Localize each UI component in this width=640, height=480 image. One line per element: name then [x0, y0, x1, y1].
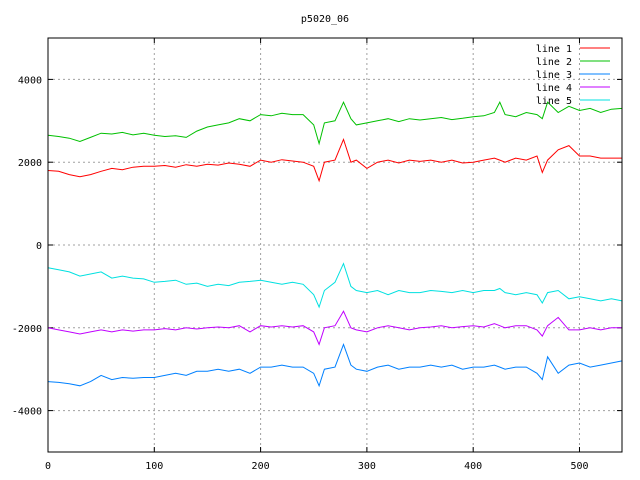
y-tick-label: 4000 [18, 75, 42, 86]
series-line-3 [47, 342, 623, 388]
x-tick-label: 300 [358, 461, 376, 472]
x-tick-label: 0 [45, 461, 51, 472]
legend-label: line 5 [536, 96, 572, 107]
x-tick-label: 200 [252, 461, 270, 472]
legend-label: line 1 [536, 44, 572, 55]
chart-title: p5020_06 [301, 14, 349, 25]
y-tick-label: 0 [36, 241, 42, 252]
y-tick-label: -4000 [12, 407, 42, 418]
series-line-2 [47, 100, 623, 146]
legend-label: line 2 [536, 57, 572, 68]
x-tick-label: 500 [570, 461, 588, 472]
legend-label: line 4 [536, 83, 572, 94]
x-tick-label: 400 [464, 461, 482, 472]
series-line-1 [47, 137, 622, 183]
series-line-5 [47, 262, 623, 309]
legend-label: line 3 [536, 70, 572, 81]
plot-frame [47, 37, 623, 453]
x-tick-label: 100 [145, 461, 163, 472]
y-tick-label: 2000 [18, 158, 42, 169]
series-line-4 [47, 310, 622, 346]
y-tick-label: -2000 [12, 324, 42, 335]
